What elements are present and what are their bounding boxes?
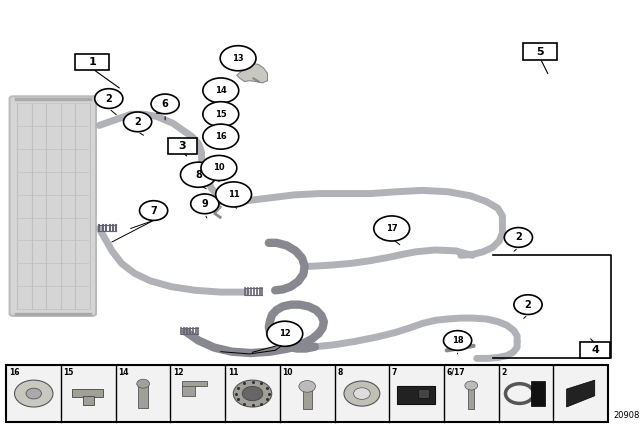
Text: 1: 1: [88, 57, 96, 67]
Polygon shape: [237, 64, 268, 83]
Bar: [303, 389, 312, 409]
Text: 14: 14: [118, 368, 129, 377]
Text: 2: 2: [515, 233, 522, 242]
Polygon shape: [208, 198, 221, 214]
FancyBboxPatch shape: [10, 96, 96, 316]
Polygon shape: [566, 380, 595, 407]
Circle shape: [465, 381, 477, 390]
Circle shape: [124, 112, 152, 132]
Circle shape: [344, 381, 380, 406]
Bar: [182, 381, 207, 386]
Text: 4: 4: [591, 345, 599, 355]
Circle shape: [444, 331, 472, 350]
Bar: [83, 396, 93, 405]
Text: 10: 10: [282, 368, 293, 377]
Text: 3: 3: [179, 141, 186, 151]
Text: 12: 12: [279, 329, 291, 338]
Text: 14: 14: [215, 86, 227, 95]
Circle shape: [234, 380, 272, 407]
FancyBboxPatch shape: [523, 43, 557, 60]
Text: 17: 17: [386, 224, 397, 233]
Circle shape: [203, 102, 239, 127]
Circle shape: [191, 194, 219, 214]
Text: 2: 2: [525, 300, 531, 310]
Circle shape: [26, 388, 42, 399]
Circle shape: [95, 89, 123, 108]
Text: 209089: 209089: [613, 411, 640, 420]
Bar: [182, 384, 195, 396]
Bar: [468, 387, 474, 409]
Text: 16: 16: [9, 368, 19, 377]
Text: 8: 8: [337, 368, 342, 377]
Circle shape: [203, 124, 239, 149]
Text: 2: 2: [106, 94, 112, 103]
Text: 5: 5: [536, 47, 544, 56]
Bar: [6, 365, 608, 422]
Bar: [72, 389, 103, 397]
Text: 11: 11: [228, 368, 238, 377]
Circle shape: [267, 321, 303, 346]
Text: 12: 12: [173, 368, 184, 377]
Text: 6: 6: [162, 99, 168, 109]
Text: 18: 18: [452, 336, 463, 345]
Text: 11: 11: [228, 190, 239, 199]
FancyBboxPatch shape: [580, 342, 610, 358]
Text: 10: 10: [213, 164, 225, 172]
Circle shape: [137, 379, 150, 388]
Circle shape: [353, 388, 370, 400]
Circle shape: [151, 94, 179, 114]
Text: 2: 2: [501, 368, 506, 377]
Circle shape: [374, 216, 410, 241]
Circle shape: [15, 380, 53, 407]
Circle shape: [201, 155, 237, 181]
Circle shape: [220, 46, 256, 71]
FancyBboxPatch shape: [397, 385, 435, 404]
FancyBboxPatch shape: [168, 138, 197, 154]
Circle shape: [514, 295, 542, 314]
Circle shape: [216, 182, 252, 207]
Text: 15: 15: [63, 368, 74, 377]
Text: 6/17: 6/17: [447, 368, 465, 377]
Bar: [138, 384, 148, 408]
Text: 16: 16: [215, 132, 227, 141]
Text: 2: 2: [134, 117, 141, 127]
Text: 7: 7: [392, 368, 397, 377]
Circle shape: [299, 380, 316, 392]
Text: 13: 13: [232, 54, 244, 63]
Polygon shape: [531, 381, 545, 406]
Text: 8: 8: [195, 170, 202, 180]
Circle shape: [243, 386, 263, 401]
Bar: [418, 389, 429, 398]
Circle shape: [180, 162, 216, 187]
Text: 15: 15: [215, 110, 227, 119]
Text: 7: 7: [150, 206, 157, 215]
Circle shape: [203, 78, 239, 103]
Circle shape: [504, 228, 532, 247]
Circle shape: [140, 201, 168, 220]
FancyBboxPatch shape: [75, 54, 109, 70]
Text: 9: 9: [202, 199, 208, 209]
